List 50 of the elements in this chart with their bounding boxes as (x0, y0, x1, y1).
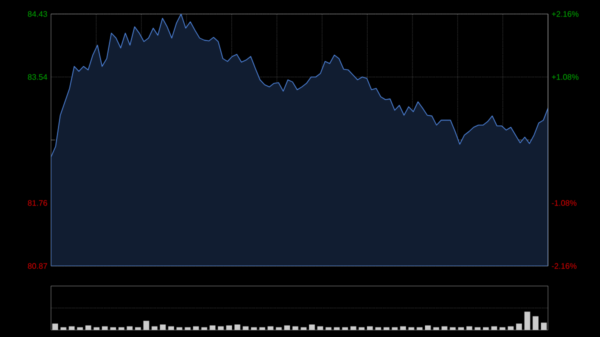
bar (77, 327, 83, 330)
bar (126, 326, 133, 330)
bar (424, 325, 431, 330)
bar (284, 325, 290, 330)
bar (300, 327, 307, 330)
bar (268, 326, 274, 330)
bar (500, 327, 506, 330)
bar (110, 327, 116, 330)
bar (176, 327, 182, 330)
bar (160, 324, 166, 330)
bar (350, 326, 356, 330)
bar (384, 327, 390, 330)
bar (143, 320, 150, 330)
bar (226, 325, 232, 330)
bar (168, 326, 174, 330)
bar (400, 326, 406, 330)
bar (458, 327, 464, 330)
bar (210, 325, 216, 330)
bar (358, 327, 365, 330)
bar (218, 326, 224, 330)
bar (234, 324, 240, 330)
bar (292, 326, 298, 330)
bar (193, 326, 199, 330)
bar (102, 326, 108, 330)
bar (482, 327, 489, 330)
bar (309, 324, 315, 330)
bar (94, 327, 100, 330)
bar (68, 326, 75, 330)
bar (442, 326, 448, 330)
bar (60, 327, 66, 330)
bar (326, 327, 332, 330)
bar (367, 326, 373, 330)
bar (466, 326, 472, 330)
bar (540, 322, 547, 330)
bar (491, 326, 498, 330)
bar (532, 316, 538, 330)
bar (85, 325, 92, 330)
bar (135, 327, 141, 330)
bar (317, 326, 324, 330)
bar (242, 326, 249, 330)
bar (474, 327, 480, 330)
bar (152, 326, 158, 330)
bar (516, 324, 522, 330)
bar (52, 324, 58, 330)
bar (251, 327, 257, 330)
bar (508, 326, 514, 330)
bar (524, 312, 530, 330)
bar (416, 327, 423, 330)
bar (342, 327, 348, 330)
bar (118, 327, 124, 330)
